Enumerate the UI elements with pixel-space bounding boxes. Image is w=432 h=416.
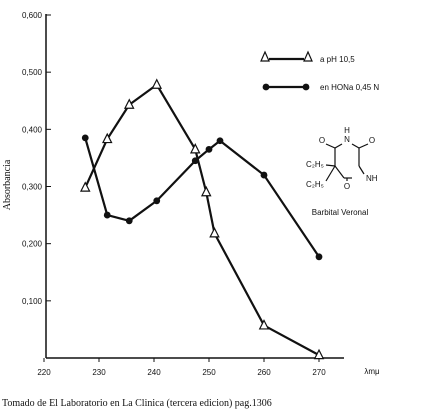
triangle-data-point [151,78,163,89]
triangle-data-point [79,181,91,192]
legend-circle-marker-right [302,83,310,91]
legend-entry-ph: a pH 10,5 [260,50,355,64]
series-line-0 [84,83,320,357]
triangle-data-point [258,319,270,330]
triangle-data-point [209,227,220,238]
y-axis-label: Absorbancia [2,159,13,210]
atom-ethyl-2: C₂H₅ [306,180,324,189]
barbital-structure: O H N O NH O C₂H₅ C₂H₅ Barbital Veronal [306,126,378,217]
x-tick-label: 270 [312,368,326,377]
atom-o-top: O [319,136,325,145]
y-tick-label: 0,400 [22,125,43,134]
atom-o-bottom: O [344,182,350,191]
y-tick-label: 0,500 [22,68,43,77]
triangle-data-point [189,143,201,154]
triangle-data-point [200,185,212,197]
circle-data-point [103,211,111,219]
source-caption: Tomado de El Laboratorio en La Clinica (… [2,398,272,409]
legend-label-hona: en HONa 0,45 N [320,83,379,92]
legend-circle-marker-left [262,83,270,91]
circle-data-point [125,217,133,225]
atom-nh: NH [366,174,378,183]
triangle-data-point [101,132,113,144]
legend-label-ph: a pH 10,5 [320,55,355,64]
atom-h-top: H [344,126,350,135]
x-tick-label: 230 [92,368,106,377]
circle-data-point [191,157,199,165]
ring-bonds [325,143,369,182]
circle-data-point [153,197,161,205]
circle-data-point [260,171,268,179]
y-tick-label: 0,100 [22,297,43,306]
legend-triangle-marker-left [260,50,270,62]
circle-data-point [205,145,213,153]
structure-label: Barbital Veronal [312,208,369,217]
legend-triangle-marker-right [303,50,313,62]
x-tick-label: 250 [202,368,216,377]
triangle-data-point [313,348,325,360]
series-line-1 [84,137,320,258]
atom-o-right: O [369,136,375,145]
x-axis-label: λmμ [364,367,380,376]
triangle-data-point [123,98,135,109]
y-tick-label: 0,200 [22,240,43,249]
atom-ethyl-1: C₂H₅ [306,160,324,169]
y-tick-label: 0,600 [22,11,43,20]
x-tick-label: 220 [37,368,51,377]
legend: a pH 10,5 en HONa 0,45 N [260,50,379,92]
circle-data-point [315,253,323,261]
circle-data-point [216,137,224,145]
atom-n-top: N [344,135,350,144]
x-tick-label: 240 [147,368,161,377]
legend-entry-hona: en HONa 0,45 N [262,83,379,92]
circle-data-point [81,134,89,142]
y-tick-label: 0,300 [22,182,43,191]
x-tick-label: 260 [257,368,271,377]
